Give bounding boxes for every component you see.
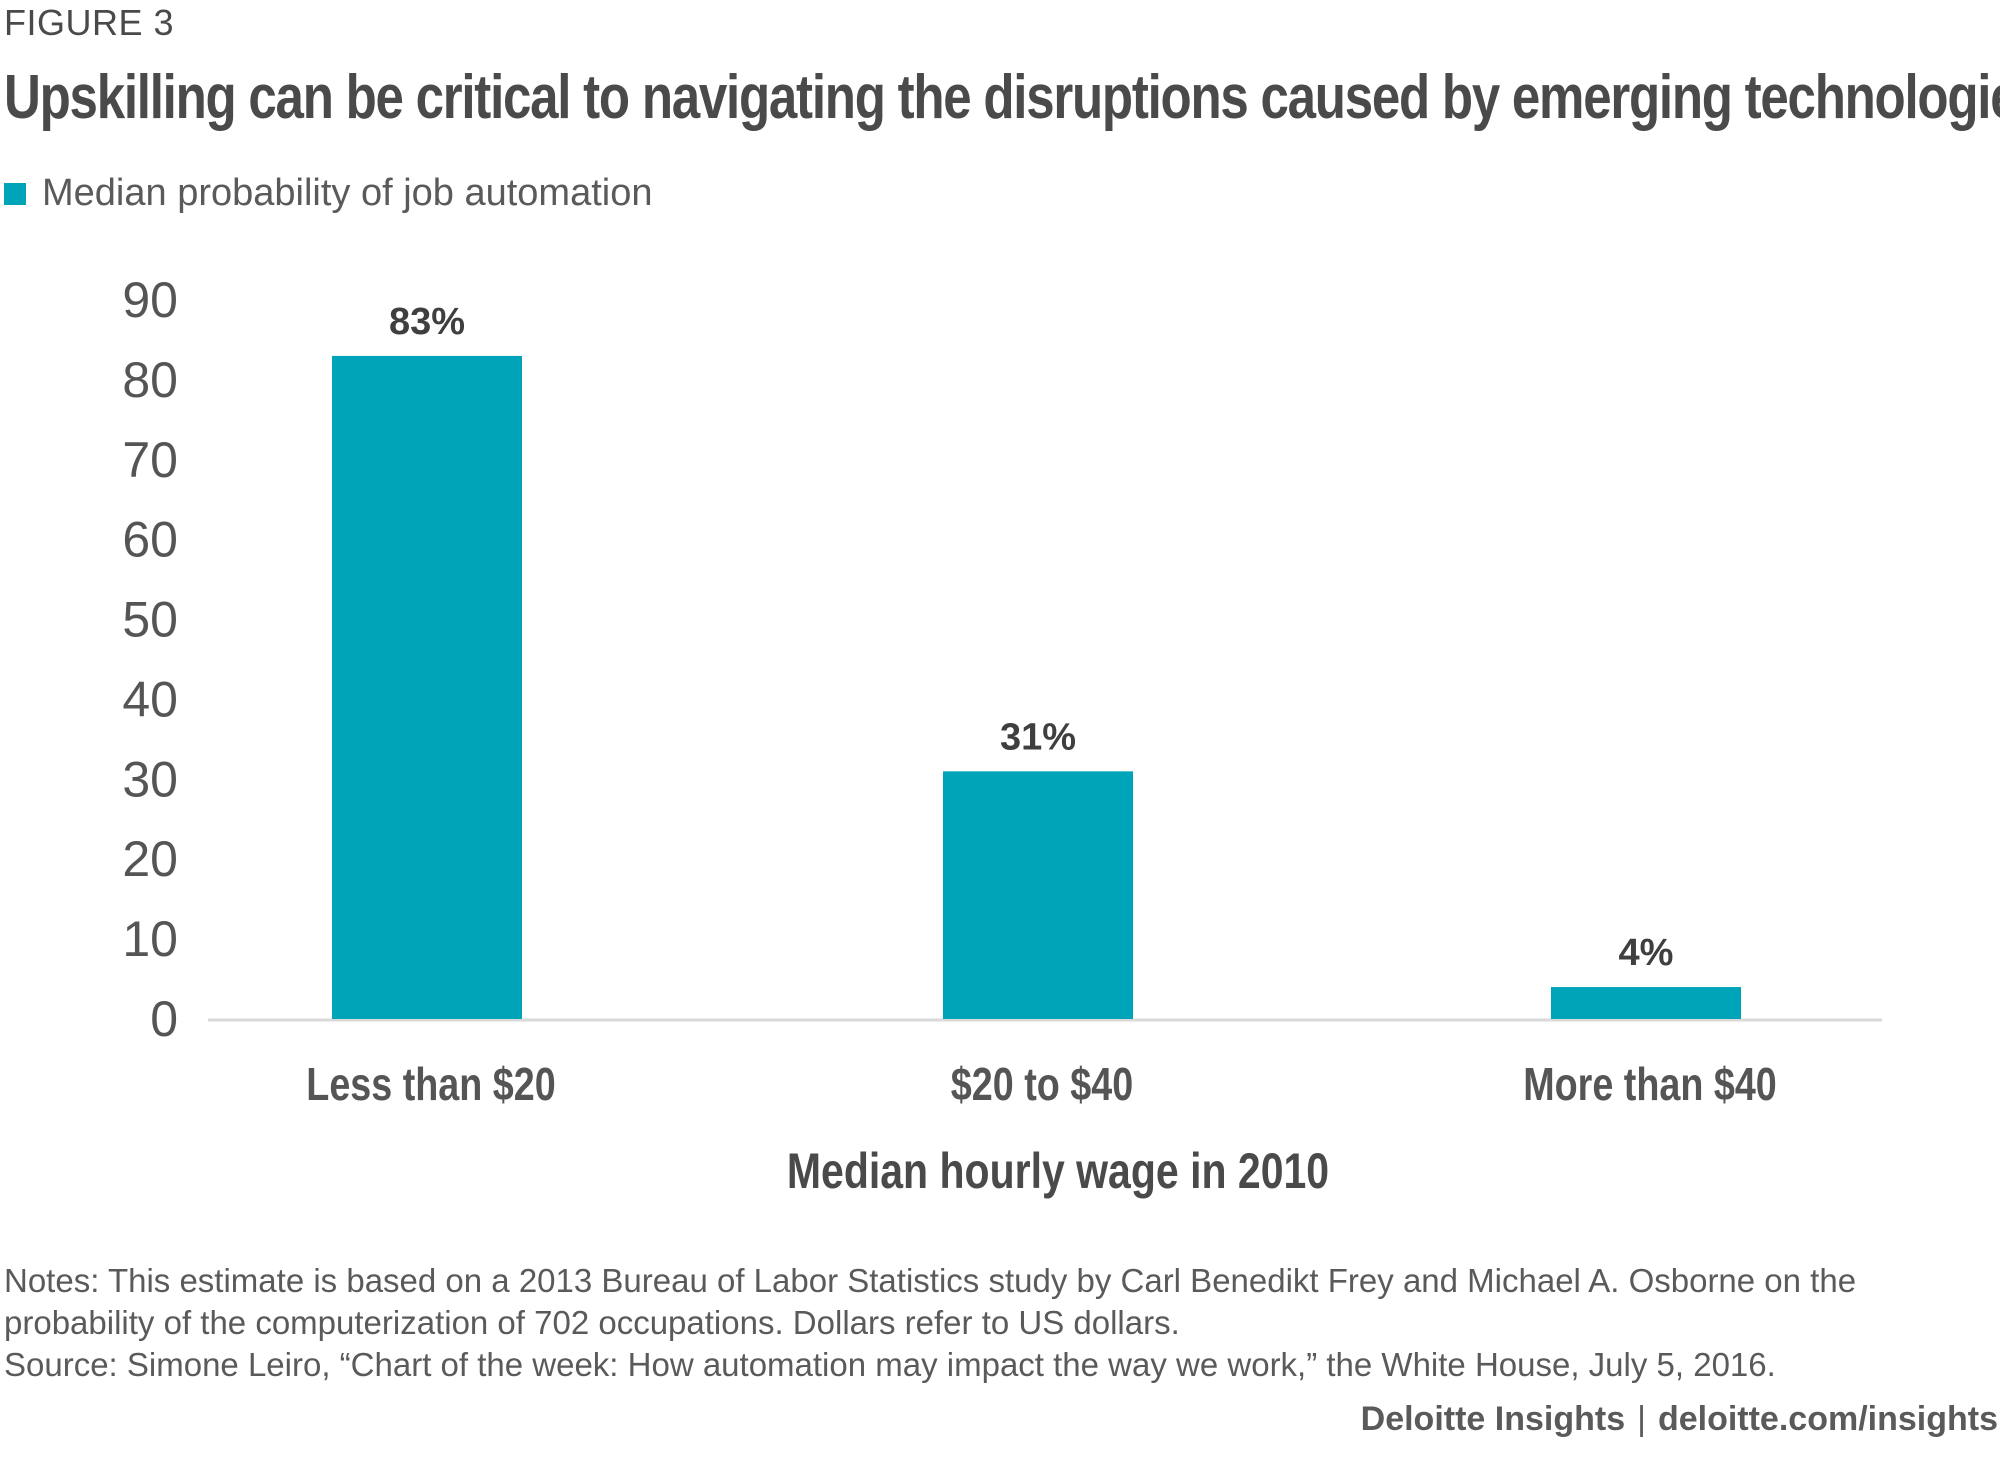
data-label: 4% [1619, 932, 1674, 974]
x-tick-label: More than $40 [1523, 1058, 1777, 1109]
notes: Notes: This estimate is based on a 2013 … [4, 1260, 1994, 1386]
y-tick-label: 30 [122, 751, 178, 807]
credit: Deloitte Insights | deloitte.com/insights [1361, 1400, 1998, 1439]
x-axis-title: Median hourly wage in 2010 [787, 1143, 1329, 1199]
chart-title: Upskilling can be critical to navigating… [4, 63, 2000, 132]
credit-brand: Deloitte Insights [1360, 1400, 1626, 1438]
legend: Median probability of job automation [4, 172, 653, 215]
bar [943, 771, 1133, 1019]
credit-url: deloitte.com/insights [1657, 1400, 1998, 1438]
credit-separator: | [1637, 1400, 1646, 1438]
x-tick-label: Less than $20 [306, 1058, 555, 1109]
source-text: Source: Simone Leiro, “Chart of the week… [4, 1346, 1776, 1383]
bar-chart: 0 10 20 30 40 50 60 70 80 90 83% Less than $20 31% $2… [122, 272, 1882, 1199]
y-tick-label: 20 [122, 831, 178, 887]
legend-swatch [4, 182, 26, 205]
y-tick-label: 0 [150, 991, 178, 1047]
y-tick-label: 60 [122, 512, 178, 568]
legend-label: Median probability of job automation [42, 172, 653, 214]
bar [1551, 987, 1741, 1019]
figure-label: FIGURE 3 [4, 2, 175, 43]
data-label: 31% [1000, 716, 1076, 758]
notes-text: Notes: This estimate is based on a 2013 … [4, 1262, 1857, 1341]
y-tick-label: 10 [122, 911, 178, 967]
x-tick-label: $20 to $40 [951, 1058, 1133, 1109]
y-tick-label: 80 [122, 352, 178, 408]
bar [332, 355, 522, 1019]
y-tick-label: 90 [122, 272, 178, 328]
y-tick-label: 40 [122, 671, 178, 727]
data-label: 83% [389, 301, 465, 343]
y-tick-label: 50 [122, 592, 178, 648]
y-tick-label: 70 [122, 432, 178, 488]
